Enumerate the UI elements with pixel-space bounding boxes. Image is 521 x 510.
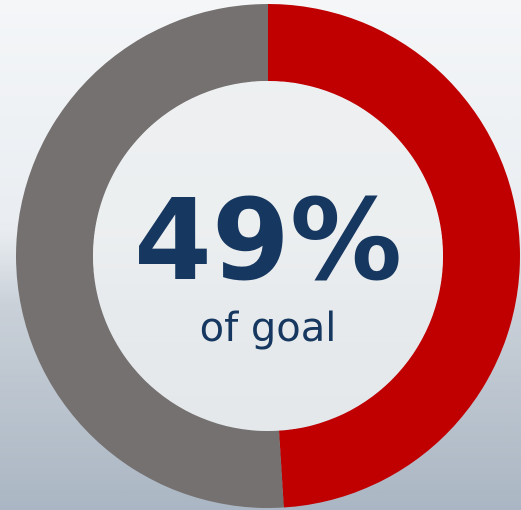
donut-segment bbox=[15, 4, 284, 509]
donut bbox=[15, 4, 520, 509]
center-caption: of goal bbox=[200, 305, 337, 351]
center-value: 49% bbox=[134, 176, 402, 306]
donut-hole bbox=[93, 81, 443, 431]
donut-segment bbox=[268, 4, 520, 508]
